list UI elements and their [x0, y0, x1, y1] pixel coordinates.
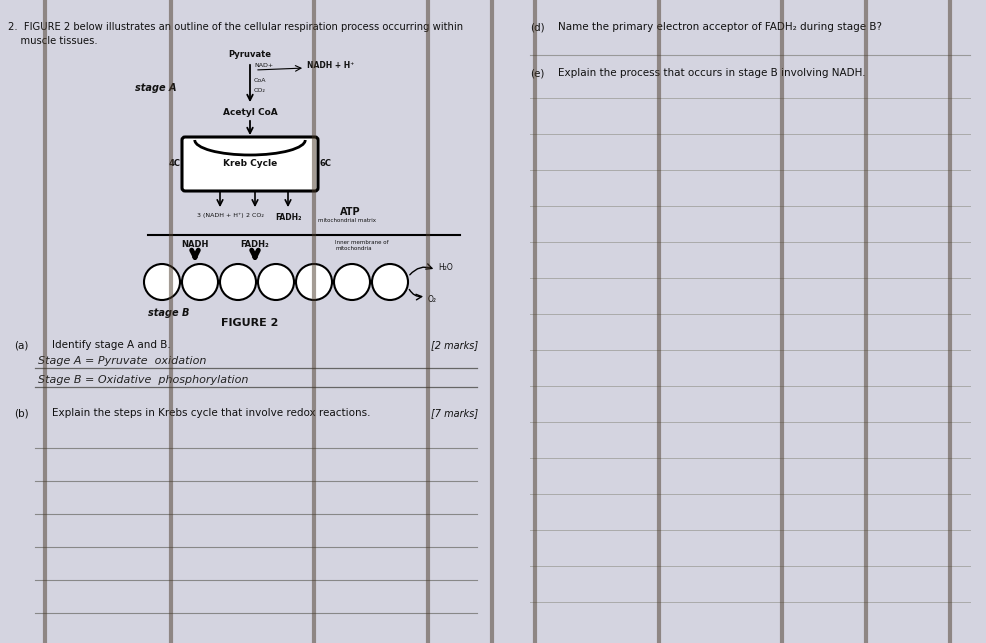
Circle shape [258, 264, 294, 300]
Text: Pyruvate: Pyruvate [229, 50, 271, 59]
Text: Stage A = Pyruvate  oxidation: Stage A = Pyruvate oxidation [38, 356, 206, 366]
Text: 2.  FIGURE 2 below illustrates an outline of the cellular respiration process oc: 2. FIGURE 2 below illustrates an outline… [8, 22, 463, 32]
Text: Kreb Cycle: Kreb Cycle [223, 159, 277, 168]
Text: Stage B = Oxidative  phosphorylation: Stage B = Oxidative phosphorylation [38, 375, 248, 385]
Circle shape [220, 264, 256, 300]
Text: O₂: O₂ [428, 294, 437, 303]
Text: FIGURE 2: FIGURE 2 [221, 318, 279, 328]
Text: 6C: 6C [319, 159, 331, 168]
Text: Name the primary electron acceptor of FADH₂ during stage B?: Name the primary electron acceptor of FA… [558, 22, 882, 32]
Text: (d): (d) [530, 22, 544, 32]
Text: stage A: stage A [135, 83, 176, 93]
Text: Explain the process that occurs in stage B involving NADH.: Explain the process that occurs in stage… [558, 68, 866, 78]
Circle shape [296, 264, 332, 300]
Text: 4C: 4C [169, 159, 181, 168]
Text: ATP: ATP [340, 207, 361, 217]
Text: [7 marks]: [7 marks] [431, 408, 478, 418]
Text: muscle tissues.: muscle tissues. [8, 36, 98, 46]
Text: Acetyl CoA: Acetyl CoA [223, 108, 277, 117]
Text: mitochondrial matrix: mitochondrial matrix [318, 218, 376, 223]
Text: H₂O: H₂O [438, 262, 453, 271]
Circle shape [334, 264, 370, 300]
Text: NAD+: NAD+ [254, 63, 273, 68]
Text: stage B: stage B [148, 308, 189, 318]
Circle shape [182, 264, 218, 300]
Text: (a): (a) [14, 340, 29, 350]
Text: 3 (NADH + H⁺): 3 (NADH + H⁺) [196, 213, 244, 218]
Text: NADH: NADH [181, 240, 209, 249]
Text: NADH + H⁺: NADH + H⁺ [307, 62, 354, 71]
Text: Explain the steps in Krebs cycle that involve redox reactions.: Explain the steps in Krebs cycle that in… [52, 408, 371, 418]
Circle shape [372, 264, 408, 300]
Circle shape [144, 264, 180, 300]
Text: [2 marks]: [2 marks] [431, 340, 478, 350]
Text: Inner membrane of
mitochondria: Inner membrane of mitochondria [335, 240, 388, 251]
Text: (b): (b) [14, 408, 29, 418]
Text: FADH₂: FADH₂ [241, 240, 269, 249]
Text: CO₂: CO₂ [254, 88, 266, 93]
FancyBboxPatch shape [182, 137, 318, 191]
Text: (e): (e) [530, 68, 544, 78]
Text: FADH₂: FADH₂ [275, 213, 302, 222]
Text: CoA: CoA [254, 78, 266, 83]
Text: 2 CO₂: 2 CO₂ [246, 213, 264, 218]
Text: Identify stage A and B.: Identify stage A and B. [52, 340, 171, 350]
